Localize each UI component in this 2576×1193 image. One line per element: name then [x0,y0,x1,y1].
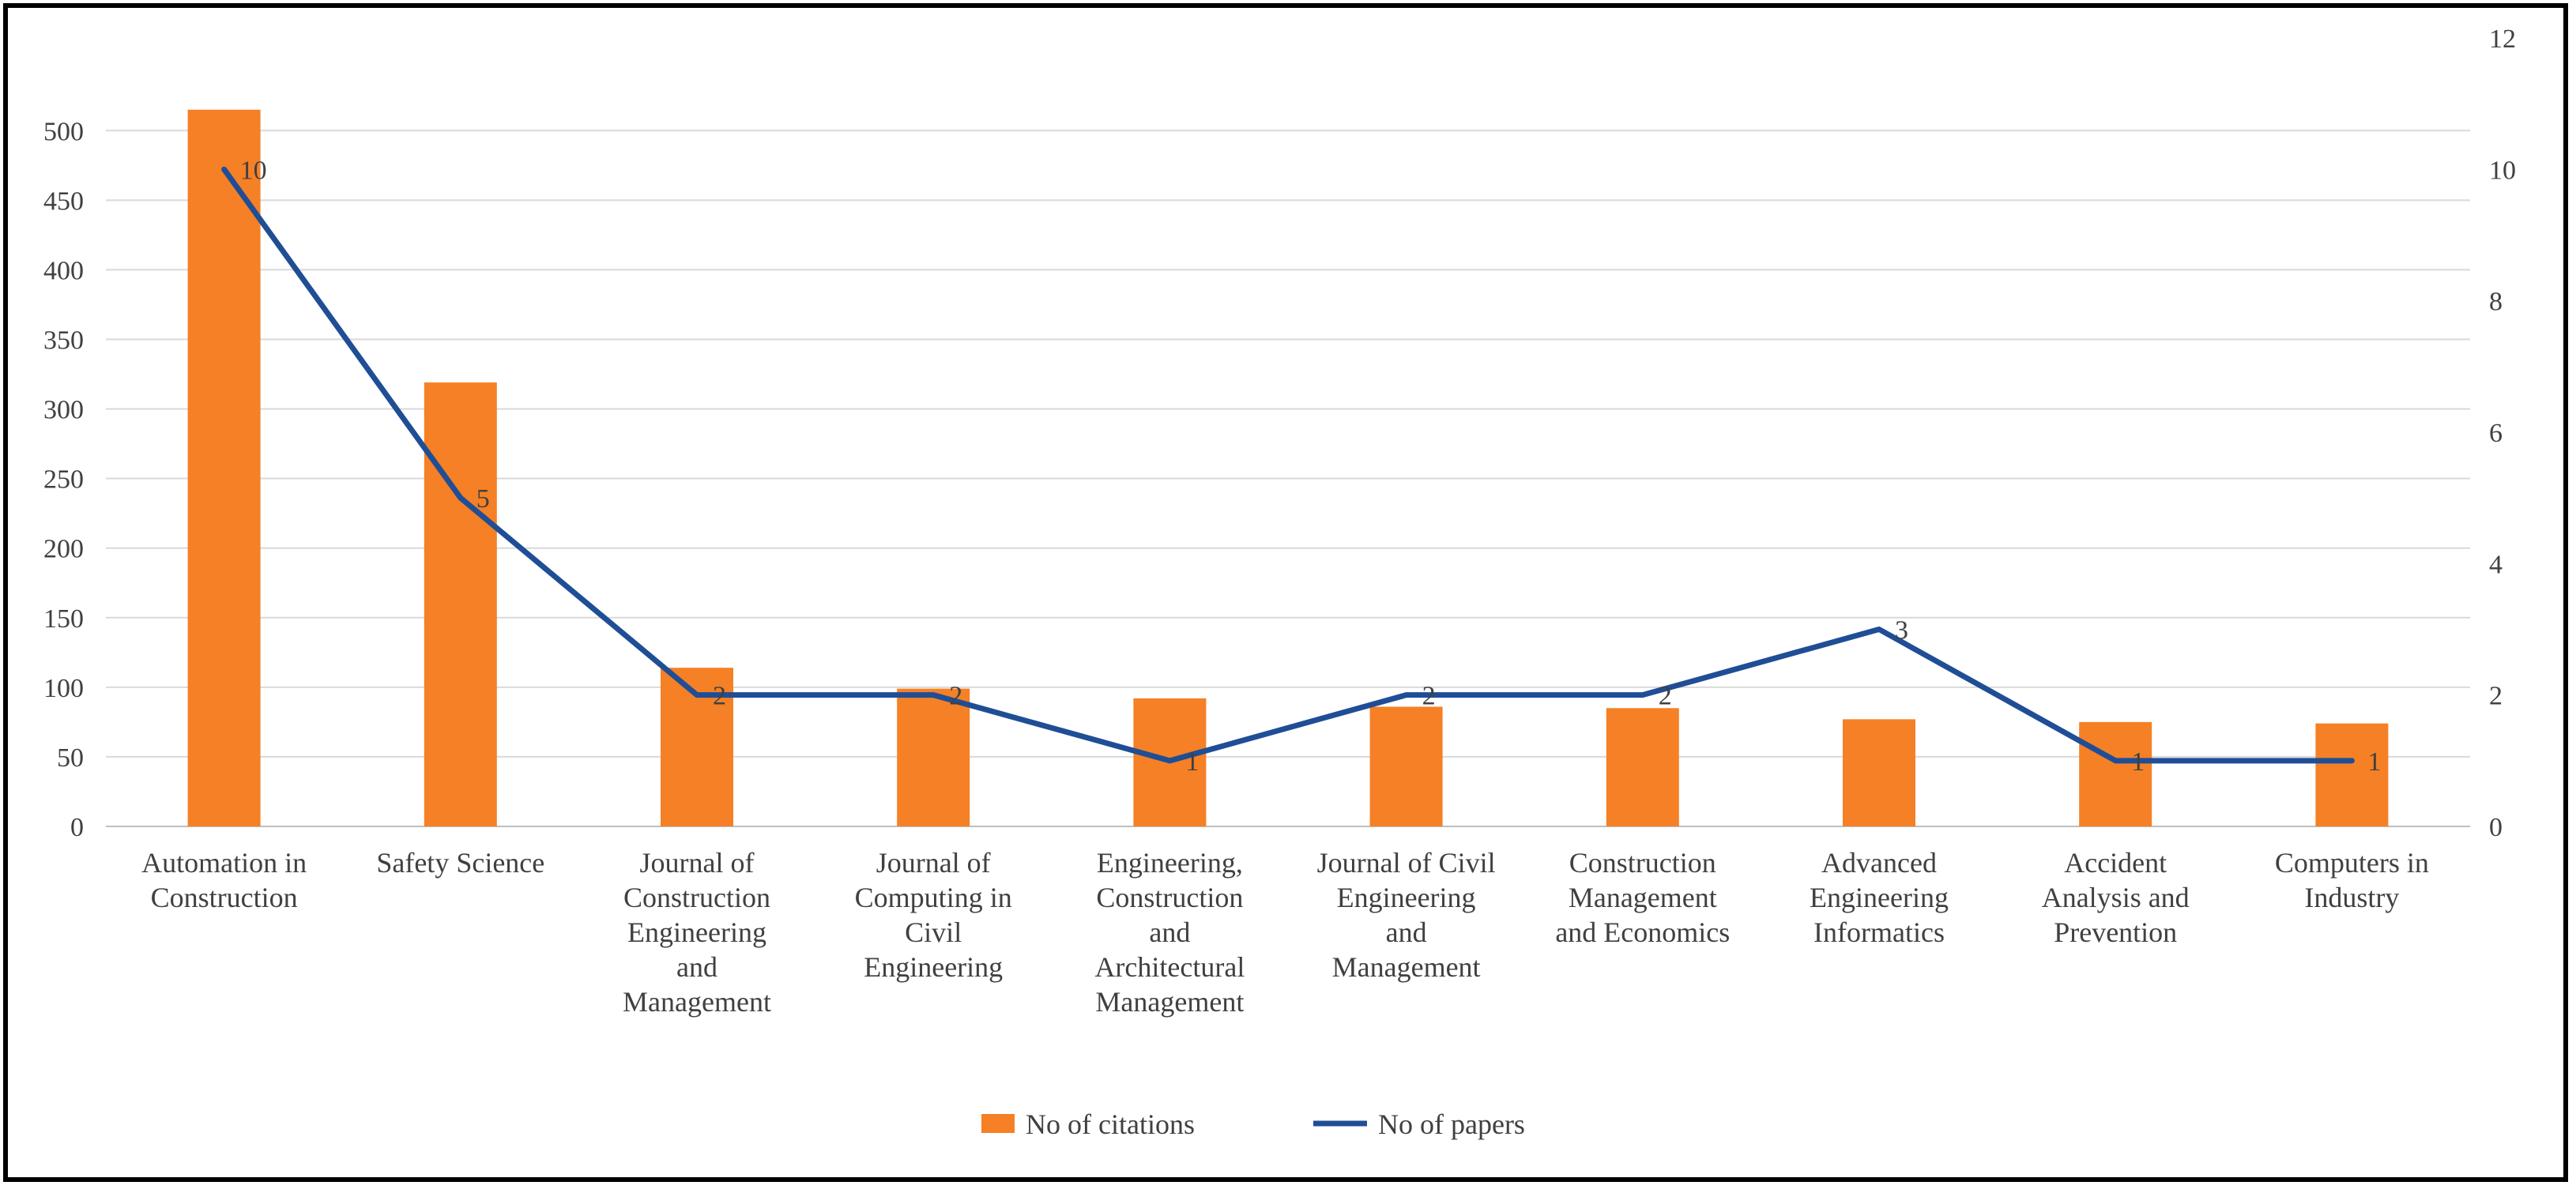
bar [424,382,497,826]
combo-chart: 0501001502002503003504004505000246810121… [43,24,2516,1140]
x-axis-tick-label: Accident Analysis and Prevention [2042,847,2190,948]
x-axis-tick-label: Journal of Civil Engineering and Management [1317,847,1496,983]
right-axis-tick-label: 6 [2489,419,2503,448]
left-axis-tick-label: 250 [43,465,84,495]
bar [187,109,261,827]
left-axis-tick-label: 400 [43,256,84,285]
left-axis-tick-label: 350 [43,326,84,355]
left-axis-tick-label: 500 [43,117,84,146]
line-series [221,166,2355,764]
left-axis-tick-label: 450 [43,186,84,216]
left-axis-tick-label: 150 [43,604,84,634]
x-axis-labels: Automation in Construction Safety Science J… [141,847,2429,1018]
legend-swatch-bar [981,1114,1015,1133]
x-axis-tick-label: Engineering, Construction and Architectural… [1094,847,1245,1018]
left-axis-tick-label: 200 [43,535,84,564]
x-axis-tick-label: Advanced Engineering Informatics [1810,847,1949,948]
x-axis-tick-label: Journal of Computing in Civil Engineering [855,847,1012,983]
chart-frame: 0 50 100 150 200 250 300 350 400 450 500 0 2 4 6 8 10 12 1… [3,3,2568,1182]
bar [1843,719,1915,826]
line-data-label: 5 [476,484,490,514]
left-axis-tick-label: 300 [43,396,84,425]
x-axis-tick-label: Construction Management and Economics [1555,847,1730,948]
x-axis-tick-label: Journal of Construction Engineering and Mana… [623,847,771,1018]
x-axis-tick-label: Safety Science [376,847,544,879]
bar [1369,706,1443,826]
bar-series [187,109,2389,827]
legend-label: No of papers [1378,1108,1525,1140]
right-axis-tick-label: 12 [2489,24,2516,54]
bar [897,688,970,826]
legend-label: No of citations [1026,1108,1195,1140]
x-axis-tick-label: Automation in Construction [141,847,307,913]
line-data-label: 2 [1422,682,1436,711]
line-data-label: 1 [2131,747,2145,777]
left-axis: 0 50 100 150 200 250 300 350 400 450 500 [43,117,84,842]
bar [1606,708,1679,826]
gridlines [106,130,2470,758]
right-axis-tick-label: 10 [2489,156,2516,185]
line-data-label: 2 [949,682,962,711]
bar [2079,721,2152,826]
line-data-label: 3 [1895,616,1908,645]
line-data-label: 1 [1185,747,1199,777]
line-data-label: 2 [713,682,726,711]
bar [2315,723,2389,826]
left-axis-tick-label: 50 [57,743,84,773]
left-axis-tick-label: 100 [43,674,84,703]
line-data-labels: 10 5 2 2 1 2 2 3 1 1 [240,156,2382,777]
right-axis: 0 2 4 6 8 10 12 [2489,24,2516,842]
line-data-label: 2 [1659,682,1672,711]
right-axis-tick-label: 2 [2489,682,2503,711]
legend: No of citations No of papers [981,1108,1525,1140]
line-data-label: 1 [2367,747,2381,777]
x-axis-tick-label: Computers in Industry [2275,847,2429,913]
line-data-label: 10 [240,156,267,185]
right-axis-tick-label: 8 [2489,288,2503,317]
right-axis-tick-label: 0 [2489,813,2503,842]
left-axis-tick-label: 0 [70,813,84,842]
right-axis-tick-label: 4 [2489,550,2503,579]
